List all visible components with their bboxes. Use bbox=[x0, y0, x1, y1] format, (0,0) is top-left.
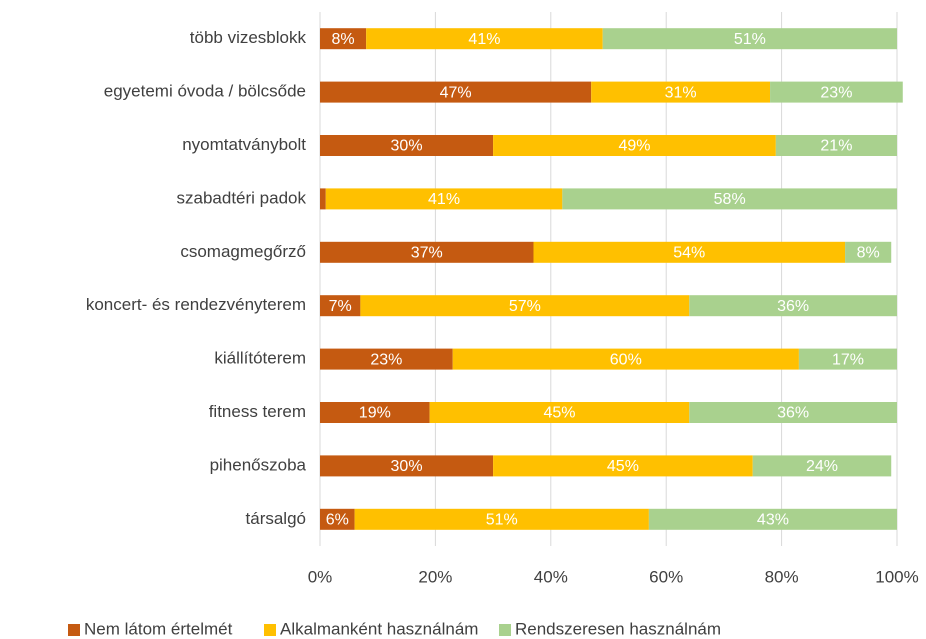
value-label: 51% bbox=[734, 31, 766, 48]
value-label: 8% bbox=[857, 245, 880, 262]
bar-segment bbox=[770, 81, 903, 103]
bar-segment bbox=[493, 135, 776, 156]
y-tick-label: koncert- és rendezvényterem bbox=[86, 295, 306, 314]
y-tick-label: csomagmegőrző bbox=[180, 242, 306, 261]
y-tick-label: fitness terem bbox=[209, 402, 306, 421]
bar-segment bbox=[752, 455, 892, 477]
bar-segment bbox=[533, 241, 846, 263]
bar-segment bbox=[320, 135, 494, 156]
bar-segment bbox=[320, 402, 430, 423]
x-tick-label: 0% bbox=[308, 567, 333, 586]
bar-segment bbox=[325, 188, 563, 210]
value-label: 36% bbox=[777, 298, 809, 315]
value-label: 51% bbox=[486, 512, 518, 529]
bar-segment bbox=[320, 81, 592, 103]
value-label: 47% bbox=[440, 84, 472, 101]
legend-swatch bbox=[264, 624, 276, 636]
value-label: 60% bbox=[610, 351, 642, 368]
value-label: 6% bbox=[326, 512, 349, 529]
value-label: 8% bbox=[332, 31, 355, 48]
value-label: 41% bbox=[468, 31, 500, 48]
value-label: 30% bbox=[391, 138, 423, 155]
value-label: 7% bbox=[329, 298, 352, 315]
bar-segment bbox=[562, 188, 897, 210]
value-label: 54% bbox=[673, 245, 705, 262]
value-label: 19% bbox=[359, 405, 391, 422]
bar-segment bbox=[493, 455, 753, 477]
legend-swatch bbox=[499, 624, 511, 636]
legend-label: Nem látom értelmét bbox=[84, 619, 233, 638]
y-tick-label: szabadtéri padok bbox=[177, 188, 307, 207]
value-label: 41% bbox=[428, 191, 460, 208]
x-tick-label: 20% bbox=[418, 567, 452, 586]
value-label: 43% bbox=[757, 512, 789, 529]
bar-segment bbox=[429, 402, 690, 423]
bar-segment bbox=[689, 402, 897, 423]
value-label: 30% bbox=[391, 458, 423, 475]
value-label: 23% bbox=[820, 84, 852, 101]
bar-segment bbox=[591, 81, 771, 103]
y-tick-label: több vizesblokk bbox=[190, 28, 307, 47]
bar-segment bbox=[602, 28, 897, 50]
value-label: 37% bbox=[411, 245, 443, 262]
bar-segment bbox=[320, 348, 453, 370]
bar-segment bbox=[798, 348, 897, 370]
bar-segment bbox=[320, 295, 361, 317]
value-label: 24% bbox=[806, 458, 838, 475]
x-tick-label: 40% bbox=[534, 567, 568, 586]
bar-segment bbox=[689, 295, 897, 317]
legend-label: Alkalmanként használnám bbox=[280, 619, 478, 638]
bar-segment bbox=[845, 241, 892, 263]
x-tick-label: 60% bbox=[649, 567, 683, 586]
y-tick-label: egyetemi óvoda / bölcsőde bbox=[104, 82, 306, 101]
y-tick-label: nyomtatványbolt bbox=[182, 135, 306, 154]
bar-segment bbox=[452, 348, 799, 370]
x-tick-label: 100% bbox=[875, 567, 918, 586]
bar-segment bbox=[320, 28, 367, 50]
legend-label: Rendszeresen használnám bbox=[515, 619, 721, 638]
value-label: 17% bbox=[832, 351, 864, 368]
value-label: 31% bbox=[665, 84, 697, 101]
y-tick-label: kiállítóterem bbox=[214, 349, 306, 368]
value-label: 36% bbox=[777, 405, 809, 422]
value-label: 45% bbox=[607, 458, 639, 475]
value-label: 57% bbox=[509, 298, 541, 315]
value-label: 58% bbox=[714, 191, 746, 208]
bar-segment bbox=[360, 295, 690, 317]
value-label: 21% bbox=[820, 138, 852, 155]
bar-segment bbox=[775, 135, 897, 156]
bar-segment bbox=[320, 241, 534, 263]
bar-segment bbox=[320, 188, 326, 210]
value-label: 49% bbox=[618, 138, 650, 155]
bar-segment bbox=[366, 28, 603, 50]
bar-segment bbox=[354, 508, 649, 530]
value-label: 45% bbox=[543, 405, 575, 422]
bar-segment bbox=[320, 455, 494, 477]
bar-segment bbox=[648, 508, 897, 530]
value-label: 23% bbox=[370, 351, 402, 368]
bar-segment bbox=[320, 508, 355, 530]
y-tick-label: társalgó bbox=[246, 509, 306, 528]
legend-swatch bbox=[68, 624, 80, 636]
y-tick-label: pihenőszoba bbox=[210, 455, 307, 474]
x-tick-label: 80% bbox=[765, 567, 799, 586]
